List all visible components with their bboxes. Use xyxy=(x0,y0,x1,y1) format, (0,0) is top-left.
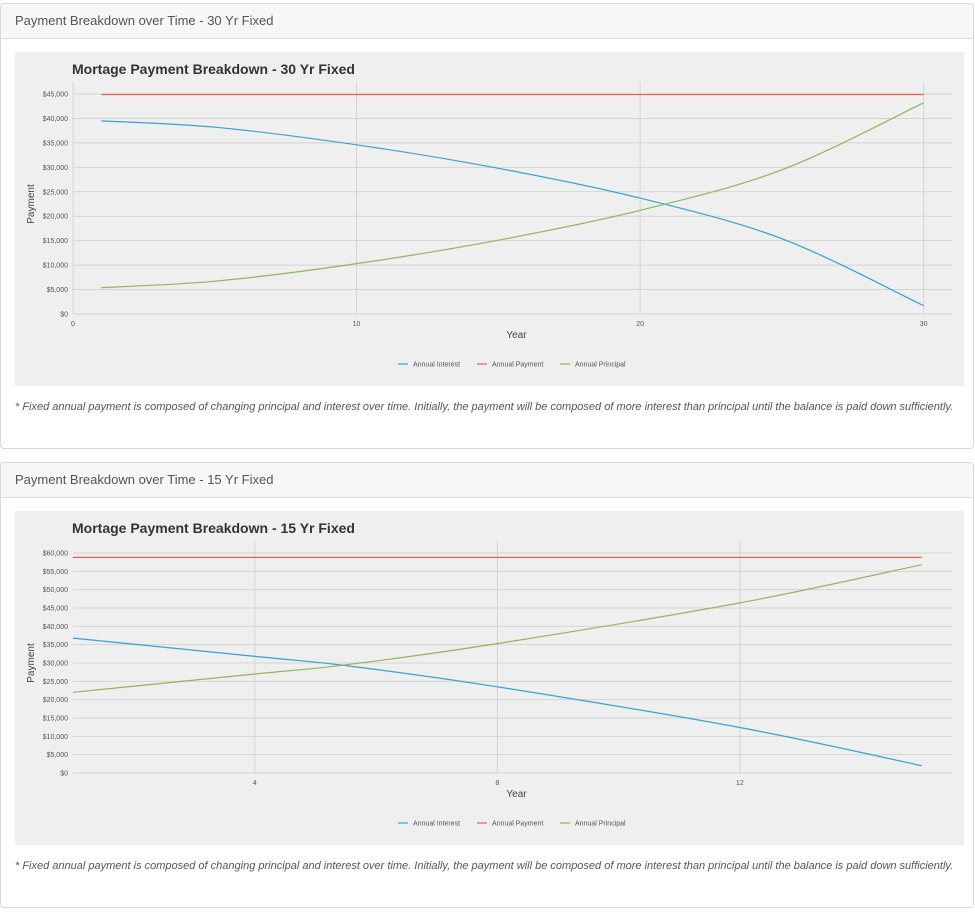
series-line-annual-principal xyxy=(72,564,922,693)
y-tick-label: $15,000 xyxy=(43,716,68,723)
y-tick-label: $60,000 xyxy=(43,551,68,558)
legend-label-annual-payment: Annual Payment xyxy=(492,821,543,828)
y-tick-label: $50,000 xyxy=(43,587,68,594)
x-axis-title: Year xyxy=(506,330,527,341)
legend-label-annual-payment: Annual Payment xyxy=(492,362,543,369)
y-tick-label: $20,000 xyxy=(43,697,68,704)
footnote: * Fixed annual payment is composed of ch… xyxy=(15,860,954,872)
y-tick-label: $45,000 xyxy=(43,92,68,99)
y-tick-label: $40,000 xyxy=(43,624,68,631)
series-line-annual-principal xyxy=(101,102,924,289)
series-line-annual-interest xyxy=(72,637,922,767)
y-tick-label: $10,000 xyxy=(43,263,68,270)
chart-svg: Mortage Payment Breakdown - 30 Yr Fixed $… xyxy=(26,61,952,369)
legend-label-annual-principal: Annual Principal xyxy=(575,821,626,828)
x-tick-label: 10 xyxy=(353,321,361,328)
y-tick-label: $55,000 xyxy=(43,569,68,576)
x-tick-label: 20 xyxy=(636,321,644,328)
y-tick-label: $5,000 xyxy=(47,287,69,294)
y-tick-label: $20,000 xyxy=(43,214,68,221)
x-tick-label: 12 xyxy=(736,780,744,787)
y-tick-label: $30,000 xyxy=(43,661,68,668)
y-tick-label: $45,000 xyxy=(43,606,68,613)
legend-label-annual-principal: Annual Principal xyxy=(575,362,626,369)
panel-15yr: Payment Breakdown over Time - 15 Yr Fixe… xyxy=(0,462,974,908)
y-tick-label: $25,000 xyxy=(43,679,68,686)
x-tick-label: 8 xyxy=(495,780,499,787)
y-tick-label: $0 xyxy=(60,312,68,319)
y-tick-label: $35,000 xyxy=(43,642,68,649)
y-axis-title: Payment xyxy=(26,184,37,224)
legend-label-annual-interest: Annual Interest xyxy=(413,821,460,828)
footnote: * Fixed annual payment is composed of ch… xyxy=(15,401,954,413)
x-tick-label: 30 xyxy=(920,321,928,328)
y-tick-label: $35,000 xyxy=(43,140,68,147)
x-tick-label: 4 xyxy=(253,780,257,787)
x-tick-label: 0 xyxy=(71,321,75,328)
y-tick-label: $15,000 xyxy=(43,238,68,245)
panel-heading: Payment Breakdown over Time - 15 Yr Fixe… xyxy=(1,463,973,498)
y-tick-label: $0 xyxy=(60,771,68,778)
series-line-annual-interest xyxy=(101,120,924,307)
y-tick-label: $10,000 xyxy=(43,734,68,741)
chart-30yr: Mortage Payment Breakdown - 30 Yr Fixed $… xyxy=(15,52,964,386)
panel-30yr: Payment Breakdown over Time - 30 Yr Fixe… xyxy=(0,3,974,449)
panel-heading: Payment Breakdown over Time - 30 Yr Fixe… xyxy=(1,4,973,39)
legend-label-annual-interest: Annual Interest xyxy=(413,362,460,369)
x-axis-title: Year xyxy=(506,789,527,800)
chart-title: Mortage Payment Breakdown - 30 Yr Fixed xyxy=(72,61,355,77)
y-tick-label: $30,000 xyxy=(43,165,68,172)
y-tick-label: $5,000 xyxy=(47,752,69,759)
chart-svg: Mortage Payment Breakdown - 15 Yr Fixed $… xyxy=(26,520,952,828)
y-axis-title: Payment xyxy=(26,643,37,683)
chart-15yr: Mortage Payment Breakdown - 15 Yr Fixed $… xyxy=(15,511,964,845)
y-tick-label: $40,000 xyxy=(43,116,68,123)
y-tick-label: $25,000 xyxy=(43,189,68,196)
chart-title: Mortage Payment Breakdown - 15 Yr Fixed xyxy=(72,520,355,536)
